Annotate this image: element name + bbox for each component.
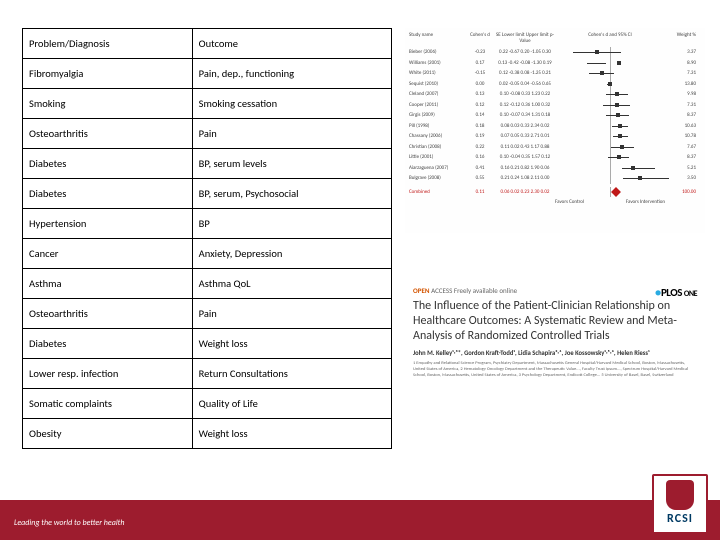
point-icon bbox=[638, 176, 642, 180]
forest-row: Aiarzaguena (2007)0.410.16 0.21 0.82 1.9… bbox=[405, 163, 705, 174]
table-row: DiabetesBP, serum levels bbox=[23, 149, 392, 179]
cell-outcome: BP bbox=[192, 209, 391, 239]
favor-left: Favors Control bbox=[555, 199, 584, 205]
crest-icon bbox=[666, 480, 694, 510]
cell-outcome: Anxiety, Depression bbox=[192, 239, 391, 269]
cell-outcome: BP, serum, Psychosocial bbox=[192, 179, 391, 209]
fp-h-ci: Cohen's d and 95% CI bbox=[555, 32, 665, 44]
cell-problem: Diabetes bbox=[23, 149, 193, 179]
cell-outcome: Quality of Life bbox=[192, 389, 391, 419]
fp-h-study: Study name bbox=[405, 32, 465, 44]
cell-problem: Fibromyalgia bbox=[23, 59, 193, 89]
cell-problem: Diabetes bbox=[23, 329, 193, 359]
table-row: Somatic complaintsQuality of Life bbox=[23, 389, 392, 419]
table-row: OsteoarthritisPain bbox=[23, 119, 392, 149]
footer-tagline: Leading the world to better health bbox=[14, 518, 124, 528]
point-icon bbox=[620, 145, 624, 149]
table-row: AsthmaAsthma QoL bbox=[23, 269, 392, 299]
table-row: SmokingSmoking cessation bbox=[23, 89, 392, 119]
forest-row: Williams (2001)0.170.13 -0.42 -0.08 -1.3… bbox=[405, 58, 705, 69]
cell-outcome: Return Consultations bbox=[192, 359, 391, 389]
table-row: DiabetesWeight loss bbox=[23, 329, 392, 359]
forest-row: Little (2001)0.160.10 -0.04 0.35 1.57 0.… bbox=[405, 152, 705, 163]
col-header-outcome: Outcome bbox=[192, 29, 391, 59]
table-row: OsteoarthritisPain bbox=[23, 299, 392, 329]
cell-problem: Obesity bbox=[23, 419, 193, 449]
table-row: ObesityWeight loss bbox=[23, 419, 392, 449]
point-icon bbox=[616, 113, 620, 117]
forest-row: Chassany (2006)0.190.07 0.05 0.33 2.71 0… bbox=[405, 131, 705, 142]
cell-outcome: Asthma QoL bbox=[192, 269, 391, 299]
forest-combined-plot bbox=[555, 187, 665, 198]
table-row: DiabetesBP, serum, Psychosocial bbox=[23, 179, 392, 209]
forest-row: Pill (1998)0.180.08 0.03 0.33 2.34 0.021… bbox=[405, 121, 705, 132]
forest-row: Girgis (2009)0.140.10 -0.07 0.34 1.31 0.… bbox=[405, 110, 705, 121]
cell-problem: Hypertension bbox=[23, 209, 193, 239]
point-icon bbox=[608, 82, 612, 86]
forest-row: Cleland (2007)0.130.10 -0.08 0.33 1.23 0… bbox=[405, 89, 705, 100]
point-icon bbox=[618, 134, 622, 138]
favor-right: Favors Intervention bbox=[626, 199, 665, 205]
diagnosis-outcome-table: Problem/Diagnosis Outcome FibromyalgiaPa… bbox=[22, 28, 392, 449]
paper-authors: John M. Kelley¹·³*, Gordon Kraft-Todd¹, … bbox=[413, 349, 697, 357]
cell-problem: Lower resp. infection bbox=[23, 359, 193, 389]
cell-problem: Diabetes bbox=[23, 179, 193, 209]
point-icon bbox=[618, 124, 622, 128]
footer-banner: Leading the world to better health bbox=[0, 500, 720, 540]
forest-row: Bulgrave (2008)0.550.21 0.24 1.08 2.11 0… bbox=[405, 173, 705, 184]
fp-h-d: Cohen's d bbox=[465, 32, 495, 44]
cell-outcome: BP, serum levels bbox=[192, 149, 391, 179]
forest-header: Study name Cohen's d SE Lower limit Uppe… bbox=[405, 28, 705, 47]
paper-header-row: OPEN ACCESS Freely available online ●PLO… bbox=[413, 286, 697, 295]
paper-citation-panel: OPEN ACCESS Freely available online ●PLO… bbox=[405, 280, 705, 385]
open-access-badge: OPEN ACCESS Freely available online bbox=[413, 286, 517, 295]
cell-outcome: Weight loss bbox=[192, 419, 391, 449]
cell-outcome: Weight loss bbox=[192, 329, 391, 359]
forest-plot: Study name Cohen's d SE Lower limit Uppe… bbox=[405, 28, 705, 233]
forest-row: Cooper (2011)0.120.12 -0.12 0.36 1.00 0.… bbox=[405, 100, 705, 111]
point-icon bbox=[615, 92, 619, 96]
cell-problem: Smoking bbox=[23, 89, 193, 119]
cell-problem: Osteoarthritis bbox=[23, 299, 193, 329]
cell-problem: Cancer bbox=[23, 239, 193, 269]
cell-outcome: Pain bbox=[192, 299, 391, 329]
journal-logo: ●PLOS ONE bbox=[655, 286, 697, 299]
forest-row: Sequist (2010)0.000.02 -0.05 0.04 -0.56 … bbox=[405, 79, 705, 90]
point-icon bbox=[595, 50, 599, 54]
point-icon bbox=[617, 155, 621, 159]
diamond-icon bbox=[611, 187, 621, 197]
table-row: HypertensionBP bbox=[23, 209, 392, 239]
cell-outcome: Pain, dep., functioning bbox=[192, 59, 391, 89]
forest-combined-row: Combined 0.11 0.06 0.02 0.23 2.30 0.02 1… bbox=[405, 187, 705, 198]
table-row: CancerAnxiety, Depression bbox=[23, 239, 392, 269]
cell-problem: Asthma bbox=[23, 269, 193, 299]
table-row: Lower resp. infectionReturn Consultation… bbox=[23, 359, 392, 389]
fp-h-wt: Weight % bbox=[665, 32, 700, 44]
cell-outcome: Smoking cessation bbox=[192, 89, 391, 119]
point-icon bbox=[617, 61, 621, 65]
forest-row: Christian (2008)0.220.11 0.02 0.43 1.17 … bbox=[405, 142, 705, 153]
point-icon bbox=[631, 166, 635, 170]
cell-problem: Osteoarthritis bbox=[23, 119, 193, 149]
paper-title: The Influence of the Patient-Clinician R… bbox=[413, 299, 697, 344]
table-row: FibromyalgiaPain, dep., functioning bbox=[23, 59, 392, 89]
table-header-row: Problem/Diagnosis Outcome bbox=[23, 29, 392, 59]
cell-outcome: Pain bbox=[192, 119, 391, 149]
point-icon bbox=[615, 103, 619, 107]
col-header-problem: Problem/Diagnosis bbox=[23, 29, 193, 59]
fp-h-stats: SE Lower limit Upper limit p-Value bbox=[495, 32, 555, 44]
forest-row: Bieber (2006)-0.230.22 -0.67 0.20 -1.05 … bbox=[405, 47, 705, 58]
forest-row: White (2011)-0.150.12 -0.38 0.08 -1.25 0… bbox=[405, 68, 705, 79]
paper-affiliations: 1 Empathy and Relational Science Program… bbox=[413, 361, 697, 379]
point-icon bbox=[600, 71, 604, 75]
forest-favor-labels: Favors Control Favors Intervention bbox=[555, 197, 665, 205]
rcsi-logo: RCSI bbox=[652, 474, 708, 534]
cell-problem: Somatic complaints bbox=[23, 389, 193, 419]
logo-text: RCSI bbox=[654, 512, 706, 526]
